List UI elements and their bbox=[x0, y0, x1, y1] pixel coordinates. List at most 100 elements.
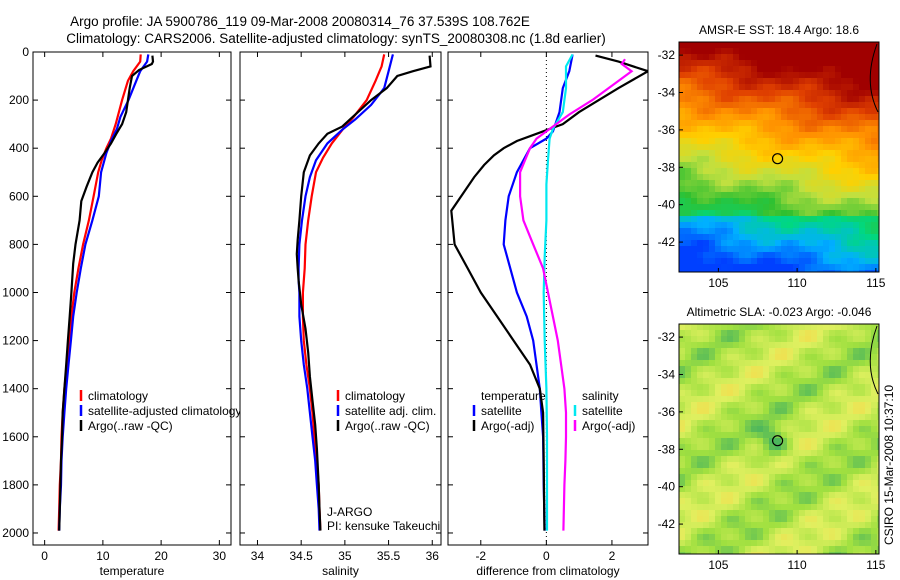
sla_map-cell bbox=[799, 516, 806, 523]
sst_map-cell bbox=[823, 108, 830, 115]
sla_map-cell bbox=[721, 402, 728, 409]
sla_map-cell bbox=[733, 342, 740, 349]
sst_map-cell bbox=[817, 216, 824, 223]
sla_map-cell bbox=[781, 408, 788, 415]
sst_map-cell bbox=[751, 90, 758, 97]
sst_map-cell bbox=[805, 246, 812, 253]
sst_map-cell bbox=[793, 174, 800, 181]
sst_map-cell bbox=[847, 228, 854, 235]
sst_map-cell bbox=[805, 186, 812, 193]
sla_map-cell bbox=[703, 486, 710, 493]
sst_map-cell bbox=[793, 48, 800, 55]
sst_map-cell bbox=[811, 114, 818, 121]
sst_map-cell bbox=[745, 204, 752, 211]
sla_map-cell bbox=[865, 528, 872, 535]
sla_map-cell bbox=[775, 504, 782, 511]
sla_map-cell bbox=[871, 510, 878, 517]
sst_map-cell bbox=[721, 126, 728, 133]
sst_map-cell bbox=[799, 252, 806, 259]
sla_map-cell bbox=[799, 420, 806, 427]
sla_map-cell bbox=[787, 504, 794, 511]
sst_map-cell bbox=[847, 96, 854, 103]
sla_map-cell bbox=[865, 546, 872, 553]
sla_map-cell bbox=[733, 378, 740, 385]
sst_map-cell bbox=[739, 174, 746, 181]
sla_map-cell bbox=[847, 510, 854, 517]
sst_map-cell bbox=[733, 234, 740, 241]
sst_map-cell bbox=[769, 96, 776, 103]
sla_map-cell bbox=[793, 402, 800, 409]
sst_map-cell bbox=[781, 240, 788, 247]
sst_map-cell bbox=[751, 216, 758, 223]
sst_map-cell bbox=[709, 126, 716, 133]
sla_map-cell bbox=[733, 492, 740, 499]
sla_map-cell bbox=[685, 324, 692, 331]
sla_map-cell bbox=[775, 462, 782, 469]
sla_map-cell bbox=[817, 462, 824, 469]
sla_map-cell bbox=[709, 432, 716, 439]
sst_map-cell bbox=[817, 60, 824, 67]
sst_map-cell bbox=[853, 162, 860, 169]
sla_map-cell bbox=[865, 366, 872, 373]
sla_map-cell bbox=[835, 474, 842, 481]
sst_map-cell bbox=[745, 138, 752, 145]
sst_map-cell bbox=[817, 72, 824, 79]
sst_map-cell bbox=[787, 216, 794, 223]
sst_map-cell bbox=[727, 90, 734, 97]
sla_map-cell bbox=[679, 522, 686, 529]
sla_map-cell bbox=[841, 432, 848, 439]
sst_map-cell bbox=[853, 78, 860, 85]
sst_map-cell bbox=[829, 204, 836, 211]
sst_map-cell bbox=[835, 198, 842, 205]
sla_map-cell bbox=[877, 378, 880, 385]
difference-xtick-label: 2 bbox=[609, 549, 616, 563]
sst_map-cell bbox=[865, 204, 872, 211]
sst_map-cell bbox=[781, 210, 788, 217]
sla_map-cell bbox=[787, 438, 794, 445]
sla_map-cell bbox=[715, 354, 722, 361]
sla_map-cell bbox=[799, 348, 806, 355]
sst_map-cell bbox=[793, 252, 800, 259]
sla_map-cell bbox=[697, 522, 704, 529]
sst_map-cell bbox=[697, 222, 704, 229]
sst_map-cell bbox=[733, 96, 740, 103]
sla_map-cell bbox=[745, 414, 752, 421]
sst_map-cell bbox=[745, 168, 752, 175]
sla_map-cell bbox=[715, 534, 722, 541]
sst_map-cell bbox=[871, 234, 878, 241]
sla_map-cell bbox=[859, 444, 866, 451]
sla_map-cell bbox=[691, 510, 698, 517]
sla_map-cell bbox=[823, 462, 830, 469]
sla_map-cell bbox=[727, 432, 734, 439]
sla_map-cell bbox=[859, 540, 866, 547]
sla_map-cell bbox=[751, 336, 758, 343]
sst_map-cell bbox=[823, 120, 830, 127]
sla_map-cell bbox=[709, 390, 716, 397]
sla_map-cell bbox=[805, 324, 812, 331]
sla_map-cell bbox=[679, 474, 686, 481]
sla_map-cell bbox=[871, 390, 878, 397]
sst_map-cell bbox=[781, 54, 788, 61]
sla_map-cell bbox=[721, 348, 728, 355]
sla_map-cell bbox=[799, 534, 806, 541]
sst_map-cell bbox=[799, 270, 806, 273]
sla_map-cell bbox=[859, 390, 866, 397]
sla_map-cell bbox=[847, 432, 854, 439]
sst_map-cell bbox=[781, 198, 788, 205]
sst_map-cell bbox=[817, 54, 824, 61]
sst_map-cell bbox=[703, 126, 710, 133]
sla_map-cell bbox=[835, 444, 842, 451]
sla_map-cell bbox=[727, 534, 734, 541]
sla_map-cell bbox=[709, 456, 716, 463]
sla_map-cell bbox=[799, 468, 806, 475]
sst_map-cell bbox=[805, 138, 812, 145]
sst_map-cell bbox=[871, 102, 878, 109]
sla_map-cell bbox=[721, 420, 728, 427]
sst_map-cell bbox=[799, 210, 806, 217]
sst_map-cell bbox=[727, 42, 734, 49]
sst_map-cell bbox=[691, 198, 698, 205]
sla_map-cell bbox=[721, 342, 728, 349]
sla_map-cell bbox=[781, 438, 788, 445]
sla_map-cell bbox=[829, 414, 836, 421]
sst_map-cell bbox=[859, 114, 866, 121]
